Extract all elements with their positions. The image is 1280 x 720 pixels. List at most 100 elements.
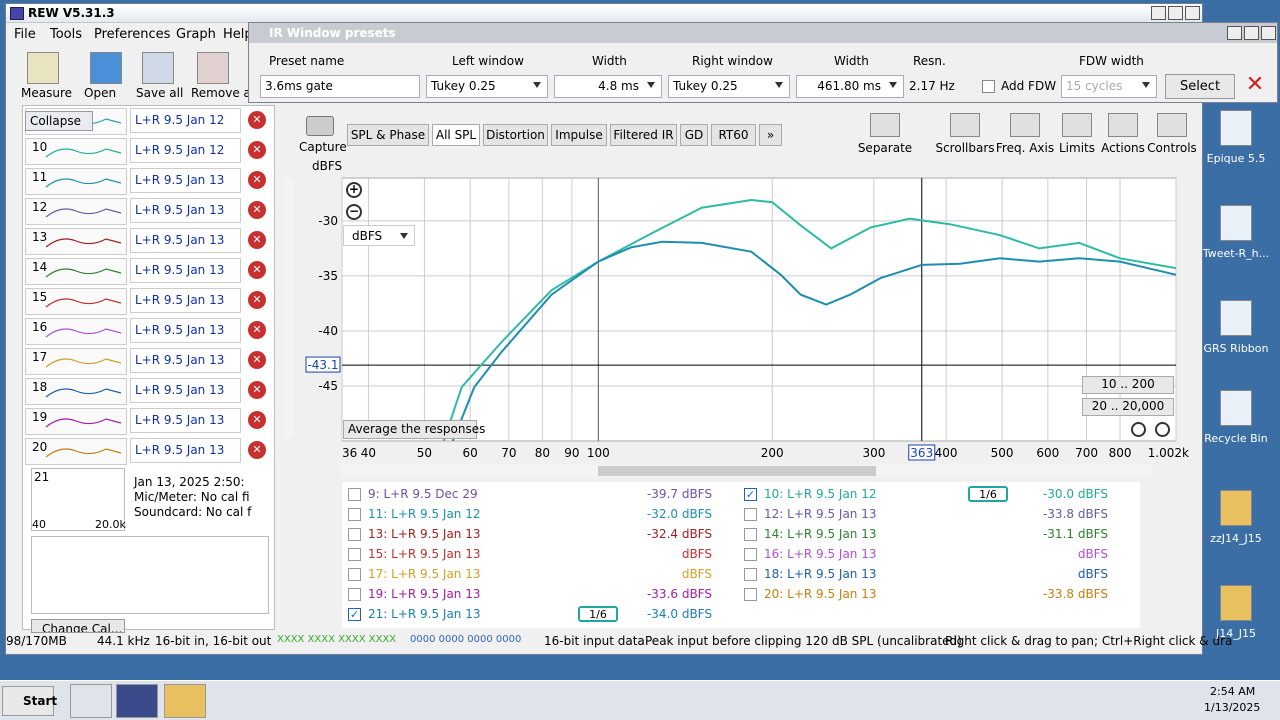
graph-tab[interactable]: RT60 (711, 124, 756, 146)
select-button[interactable]: Select (1165, 74, 1235, 99)
remove-button[interactable]: ✕ (248, 351, 266, 369)
window-button[interactable] (1168, 6, 1183, 20)
desktop-label[interactable]: GRS Ribbon (1203, 342, 1269, 355)
checkbox[interactable] (348, 488, 361, 501)
legend-label[interactable]: 12: L+R 9.5 Jan 13 (764, 507, 877, 521)
v-scrollbar[interactable] (284, 178, 294, 438)
remove-button[interactable]: ✕ (248, 261, 266, 279)
legend-label[interactable]: 20: L+R 9.5 Jan 13 (764, 587, 877, 601)
checkbox[interactable] (744, 588, 757, 601)
taskbar-app[interactable] (70, 684, 112, 718)
add-fdw-checkbox[interactable] (982, 80, 995, 93)
toolbar-icon[interactable] (90, 52, 122, 84)
graph-tab[interactable]: Distortion (483, 124, 548, 146)
measurement-label[interactable]: L+R 9.5 Jan 13 (130, 378, 241, 403)
measurement-label[interactable]: L+R 9.5 Jan 13 (130, 288, 241, 313)
checkbox[interactable] (744, 528, 757, 541)
window-button[interactable] (1227, 26, 1242, 40)
checkbox[interactable] (744, 568, 757, 581)
checkbox[interactable] (348, 588, 361, 601)
desktop-icon[interactable] (1220, 390, 1252, 426)
window-button[interactable] (1261, 26, 1276, 40)
average-button[interactable]: Average the responses (343, 420, 485, 439)
range-button[interactable]: 10 .. 200 (1082, 376, 1174, 394)
checkbox[interactable] (348, 568, 361, 581)
tool-label[interactable]: Scrollbars (935, 141, 995, 155)
window-button[interactable] (1185, 6, 1200, 20)
smoothing-badge[interactable]: 1/6 (578, 606, 618, 622)
remove-button[interactable]: ✕ (248, 231, 266, 249)
desktop-label[interactable]: Epique 5.5 (1206, 152, 1266, 165)
tool-icon[interactable] (1062, 113, 1092, 137)
menu-item[interactable]: Graph (176, 27, 216, 42)
toolbar-icon[interactable] (197, 52, 229, 84)
checkbox[interactable] (348, 548, 361, 561)
desktop-label[interactable]: J14_J15 (1216, 627, 1256, 640)
toolbar-label[interactable]: Save all (136, 86, 184, 100)
desktop-icon[interactable] (1220, 585, 1252, 621)
legend-label[interactable]: 17: L+R 9.5 Jan 13 (368, 567, 481, 581)
toolbar-label[interactable]: Open (84, 86, 117, 100)
graph-tab[interactable]: SPL & Phase (347, 124, 429, 146)
toolbar-icon[interactable] (27, 52, 59, 84)
measurement-label[interactable]: L+R 9.5 Jan 13 (130, 438, 241, 463)
legend-label[interactable]: 21: L+R 9.5 Jan 13 (368, 607, 481, 621)
toolbar-label[interactable]: Measure (21, 86, 72, 100)
toolbar-label[interactable]: Remove a (191, 86, 251, 100)
tool-label[interactable]: Freq. Axis (995, 141, 1055, 155)
legend-label[interactable]: 13: L+R 9.5 Jan 13 (368, 527, 481, 541)
legend-label[interactable]: 14: L+R 9.5 Jan 13 (764, 527, 877, 541)
capture-icon[interactable] (306, 116, 334, 136)
right-window-select[interactable]: Tukey 0.25 (668, 75, 790, 98)
measurement-label[interactable]: L+R 9.5 Jan 13 (130, 228, 241, 253)
desktop-icon[interactable] (1220, 490, 1252, 526)
legend-label[interactable]: 10: L+R 9.5 Jan 12 (764, 487, 877, 501)
checkbox[interactable] (348, 528, 361, 541)
remove-button[interactable]: ✕ (248, 321, 266, 339)
taskbar-app[interactable] (164, 684, 206, 718)
checkbox[interactable] (348, 508, 361, 521)
graph-tab[interactable]: GD (680, 124, 708, 146)
measurement-label[interactable]: L+R 9.5 Jan 13 (130, 258, 241, 283)
right-width-input[interactable]: 461.80 ms (796, 75, 904, 98)
remove-button[interactable]: ✕ (248, 381, 266, 399)
desktop-icon[interactable] (1220, 110, 1252, 146)
remove-button[interactable]: ✕ (248, 111, 266, 129)
menu-item[interactable]: File (14, 27, 36, 42)
capture-label[interactable]: Capture (299, 140, 347, 154)
tool-label[interactable]: Limits (1059, 141, 1095, 155)
tool-label[interactable]: Separate (857, 141, 913, 155)
menu-item[interactable]: Help (223, 27, 253, 42)
unit-select[interactable]: dBFS (343, 225, 415, 246)
toolbar-icon[interactable] (142, 52, 174, 84)
tool-icon[interactable] (1108, 113, 1138, 137)
remove-button[interactable]: ✕ (248, 141, 266, 159)
remove-button[interactable]: ✕ (248, 201, 266, 219)
legend-label[interactable]: 9: L+R 9.5 Dec 29 (368, 487, 478, 501)
measurement-label[interactable]: L+R 9.5 Jan 13 (130, 318, 241, 343)
remove-button[interactable]: ✕ (248, 441, 266, 459)
left-width-input[interactable]: 4.8 ms (554, 75, 662, 98)
window-button[interactable] (1151, 6, 1166, 20)
checkbox[interactable] (744, 508, 757, 521)
left-window-select[interactable]: Tukey 0.25 (426, 75, 548, 98)
zoom-in[interactable]: + (346, 182, 362, 198)
menu-item[interactable]: Preferences (94, 27, 171, 42)
zoom-in[interactable] (1155, 422, 1170, 437)
menu-item[interactable]: Tools (50, 27, 83, 42)
checkbox[interactable] (744, 548, 757, 561)
tool-label[interactable]: Controls (1147, 141, 1197, 155)
legend-label[interactable]: 11: L+R 9.5 Jan 12 (368, 507, 481, 521)
remove-button[interactable]: ✕ (248, 171, 266, 189)
measurement-label[interactable]: L+R 9.5 Jan 13 (130, 168, 241, 193)
change-cal-button[interactable]: Change Cal... (31, 619, 125, 633)
graph-tab[interactable]: All SPL (432, 124, 480, 146)
zoom-out[interactable]: − (346, 204, 362, 220)
checkbox[interactable]: ✓ (744, 488, 757, 501)
legend-label[interactable]: 15: L+R 9.5 Jan 13 (368, 547, 481, 561)
measurement-label[interactable]: L+R 9.5 Jan 13 (130, 348, 241, 373)
desktop-icon[interactable] (1220, 300, 1252, 336)
legend-label[interactable]: 16: L+R 9.5 Jan 13 (764, 547, 877, 561)
legend-label[interactable]: 18: L+R 9.5 Jan 13 (764, 567, 877, 581)
desktop-label[interactable]: zzJ14_J15 (1210, 532, 1262, 545)
